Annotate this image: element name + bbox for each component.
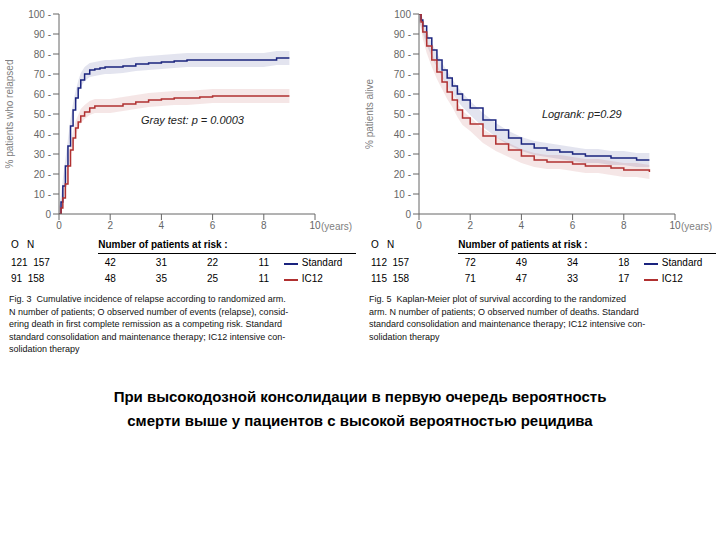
html-text:O N: O N xyxy=(11,239,35,250)
svg-text:8: 8 xyxy=(621,220,627,231)
html-text:Fig. 3 Cumulative incidence of: Fig. 3 Cumulative incidence of relapse a… xyxy=(9,294,286,304)
svg-text:(years): (years) xyxy=(321,221,352,232)
svg-text:10: 10 xyxy=(669,220,681,231)
svg-text:4: 4 xyxy=(159,220,165,231)
svg-text:30 -: 30 - xyxy=(34,149,51,160)
svg-text:90 -: 90 - xyxy=(34,29,51,40)
svg-text:0: 0 xyxy=(56,220,62,231)
html-text:22: 22 xyxy=(207,257,219,268)
html-text:O N: O N xyxy=(371,239,395,250)
svg-text:8: 8 xyxy=(261,220,267,231)
html-text:33: 33 xyxy=(567,273,579,284)
html-text:ering death in first complete: ering death in first complete remission … xyxy=(9,319,283,330)
svg-text:50 -: 50 - xyxy=(394,109,411,120)
html-text:11: 11 xyxy=(258,257,269,268)
html-text:71: 71 xyxy=(464,273,476,284)
html-text:Number of patients at risk :: Number of patients at risk : xyxy=(98,239,228,250)
svg-text:40 -: 40 - xyxy=(394,129,411,140)
html-text:При высокодозной консолидации: При высокодозной консолидации в первую о… xyxy=(113,388,607,405)
html-text:112 157: 112 157 xyxy=(371,257,410,268)
svg-text:6: 6 xyxy=(210,220,216,231)
svg-text:(years): (years) xyxy=(681,221,712,232)
html-text:standard consolidation and mai: standard consolidation and maintenance t… xyxy=(9,331,286,342)
html-text:18: 18 xyxy=(618,257,630,268)
html-text:42: 42 xyxy=(104,257,116,268)
html-text:Standard: Standard xyxy=(661,257,703,268)
html-text:arm. N number of patients; O o: arm. N number of patients; O observed nu… xyxy=(369,306,639,317)
html-text:121 157: 121 157 xyxy=(11,257,50,268)
html-text:Logrank: p=0.29: Logrank: p=0.29 xyxy=(541,108,622,120)
html-text:35: 35 xyxy=(155,273,167,284)
html-text:Number of patients at risk :: Number of patients at risk : xyxy=(458,239,588,250)
html-text:N number of patients; O observ: N number of patients; O observed number … xyxy=(9,306,289,317)
svg-text:% patients who relapsed: % patients who relapsed xyxy=(8,60,15,169)
html-text:IC12: IC12 xyxy=(661,273,683,284)
html-text:49: 49 xyxy=(515,257,527,268)
svg-text:0: 0 xyxy=(45,209,51,220)
html-text:IC12: IC12 xyxy=(301,273,323,284)
svg-text:80 -: 80 - xyxy=(394,49,411,60)
svg-text:0: 0 xyxy=(416,220,422,231)
svg-text:60 -: 60 - xyxy=(394,89,411,100)
svg-text:40 -: 40 - xyxy=(34,129,51,140)
svg-text:0: 0 xyxy=(405,209,411,220)
svg-text:10 -: 10 - xyxy=(34,189,51,200)
html-text:31: 31 xyxy=(155,257,167,268)
svg-text:60 -: 60 - xyxy=(34,89,51,100)
html-text:solidation therapy: solidation therapy xyxy=(369,331,440,342)
svg-text:30 -: 30 - xyxy=(394,149,411,160)
html-text:solidation therapy: solidation therapy xyxy=(9,344,80,355)
html-text:Gray test: p = 0.0003: Gray test: p = 0.0003 xyxy=(140,114,244,126)
svg-text:70 -: 70 - xyxy=(34,69,51,80)
svg-text:10: 10 xyxy=(309,220,321,231)
svg-text:2: 2 xyxy=(467,220,473,231)
svg-text:% patients alive: % patients alive xyxy=(365,79,375,149)
svg-text:90 -: 90 - xyxy=(394,29,411,40)
html-text:34: 34 xyxy=(567,257,579,268)
html-text:смерти выше у пациентов с высо: смерти выше у пациентов с высокой вероят… xyxy=(127,412,593,429)
svg-text:80 -: 80 - xyxy=(34,49,51,60)
svg-text:20 -: 20 - xyxy=(34,169,51,180)
html-text:11: 11 xyxy=(258,273,269,284)
html-text:Standard: Standard xyxy=(301,257,343,268)
svg-text:50 -: 50 - xyxy=(34,109,51,120)
html-text:72: 72 xyxy=(464,257,476,268)
html-text:91 158: 91 158 xyxy=(11,273,45,284)
svg-text:4: 4 xyxy=(519,220,525,231)
svg-text:6: 6 xyxy=(570,220,576,231)
html-text:48: 48 xyxy=(104,273,116,284)
html-text:25: 25 xyxy=(207,273,219,284)
html-text:47: 47 xyxy=(515,273,527,284)
html-text:115 158: 115 158 xyxy=(371,273,410,284)
svg-text:10 -: 10 - xyxy=(394,189,411,200)
svg-text:20 -: 20 - xyxy=(394,169,411,180)
html-text:17: 17 xyxy=(618,273,630,284)
svg-text:70 -: 70 - xyxy=(394,69,411,80)
svg-text:100: 100 xyxy=(394,9,411,20)
html-text:Fig. 5 Kaplan-Meier plot of su: Fig. 5 Kaplan-Meier plot of survival acc… xyxy=(369,294,627,304)
svg-text:2: 2 xyxy=(107,220,113,231)
html-text:standard consolidation and mai: standard consolidation and maintenance t… xyxy=(369,319,646,330)
svg-text:100 -: 100 - xyxy=(28,9,51,20)
